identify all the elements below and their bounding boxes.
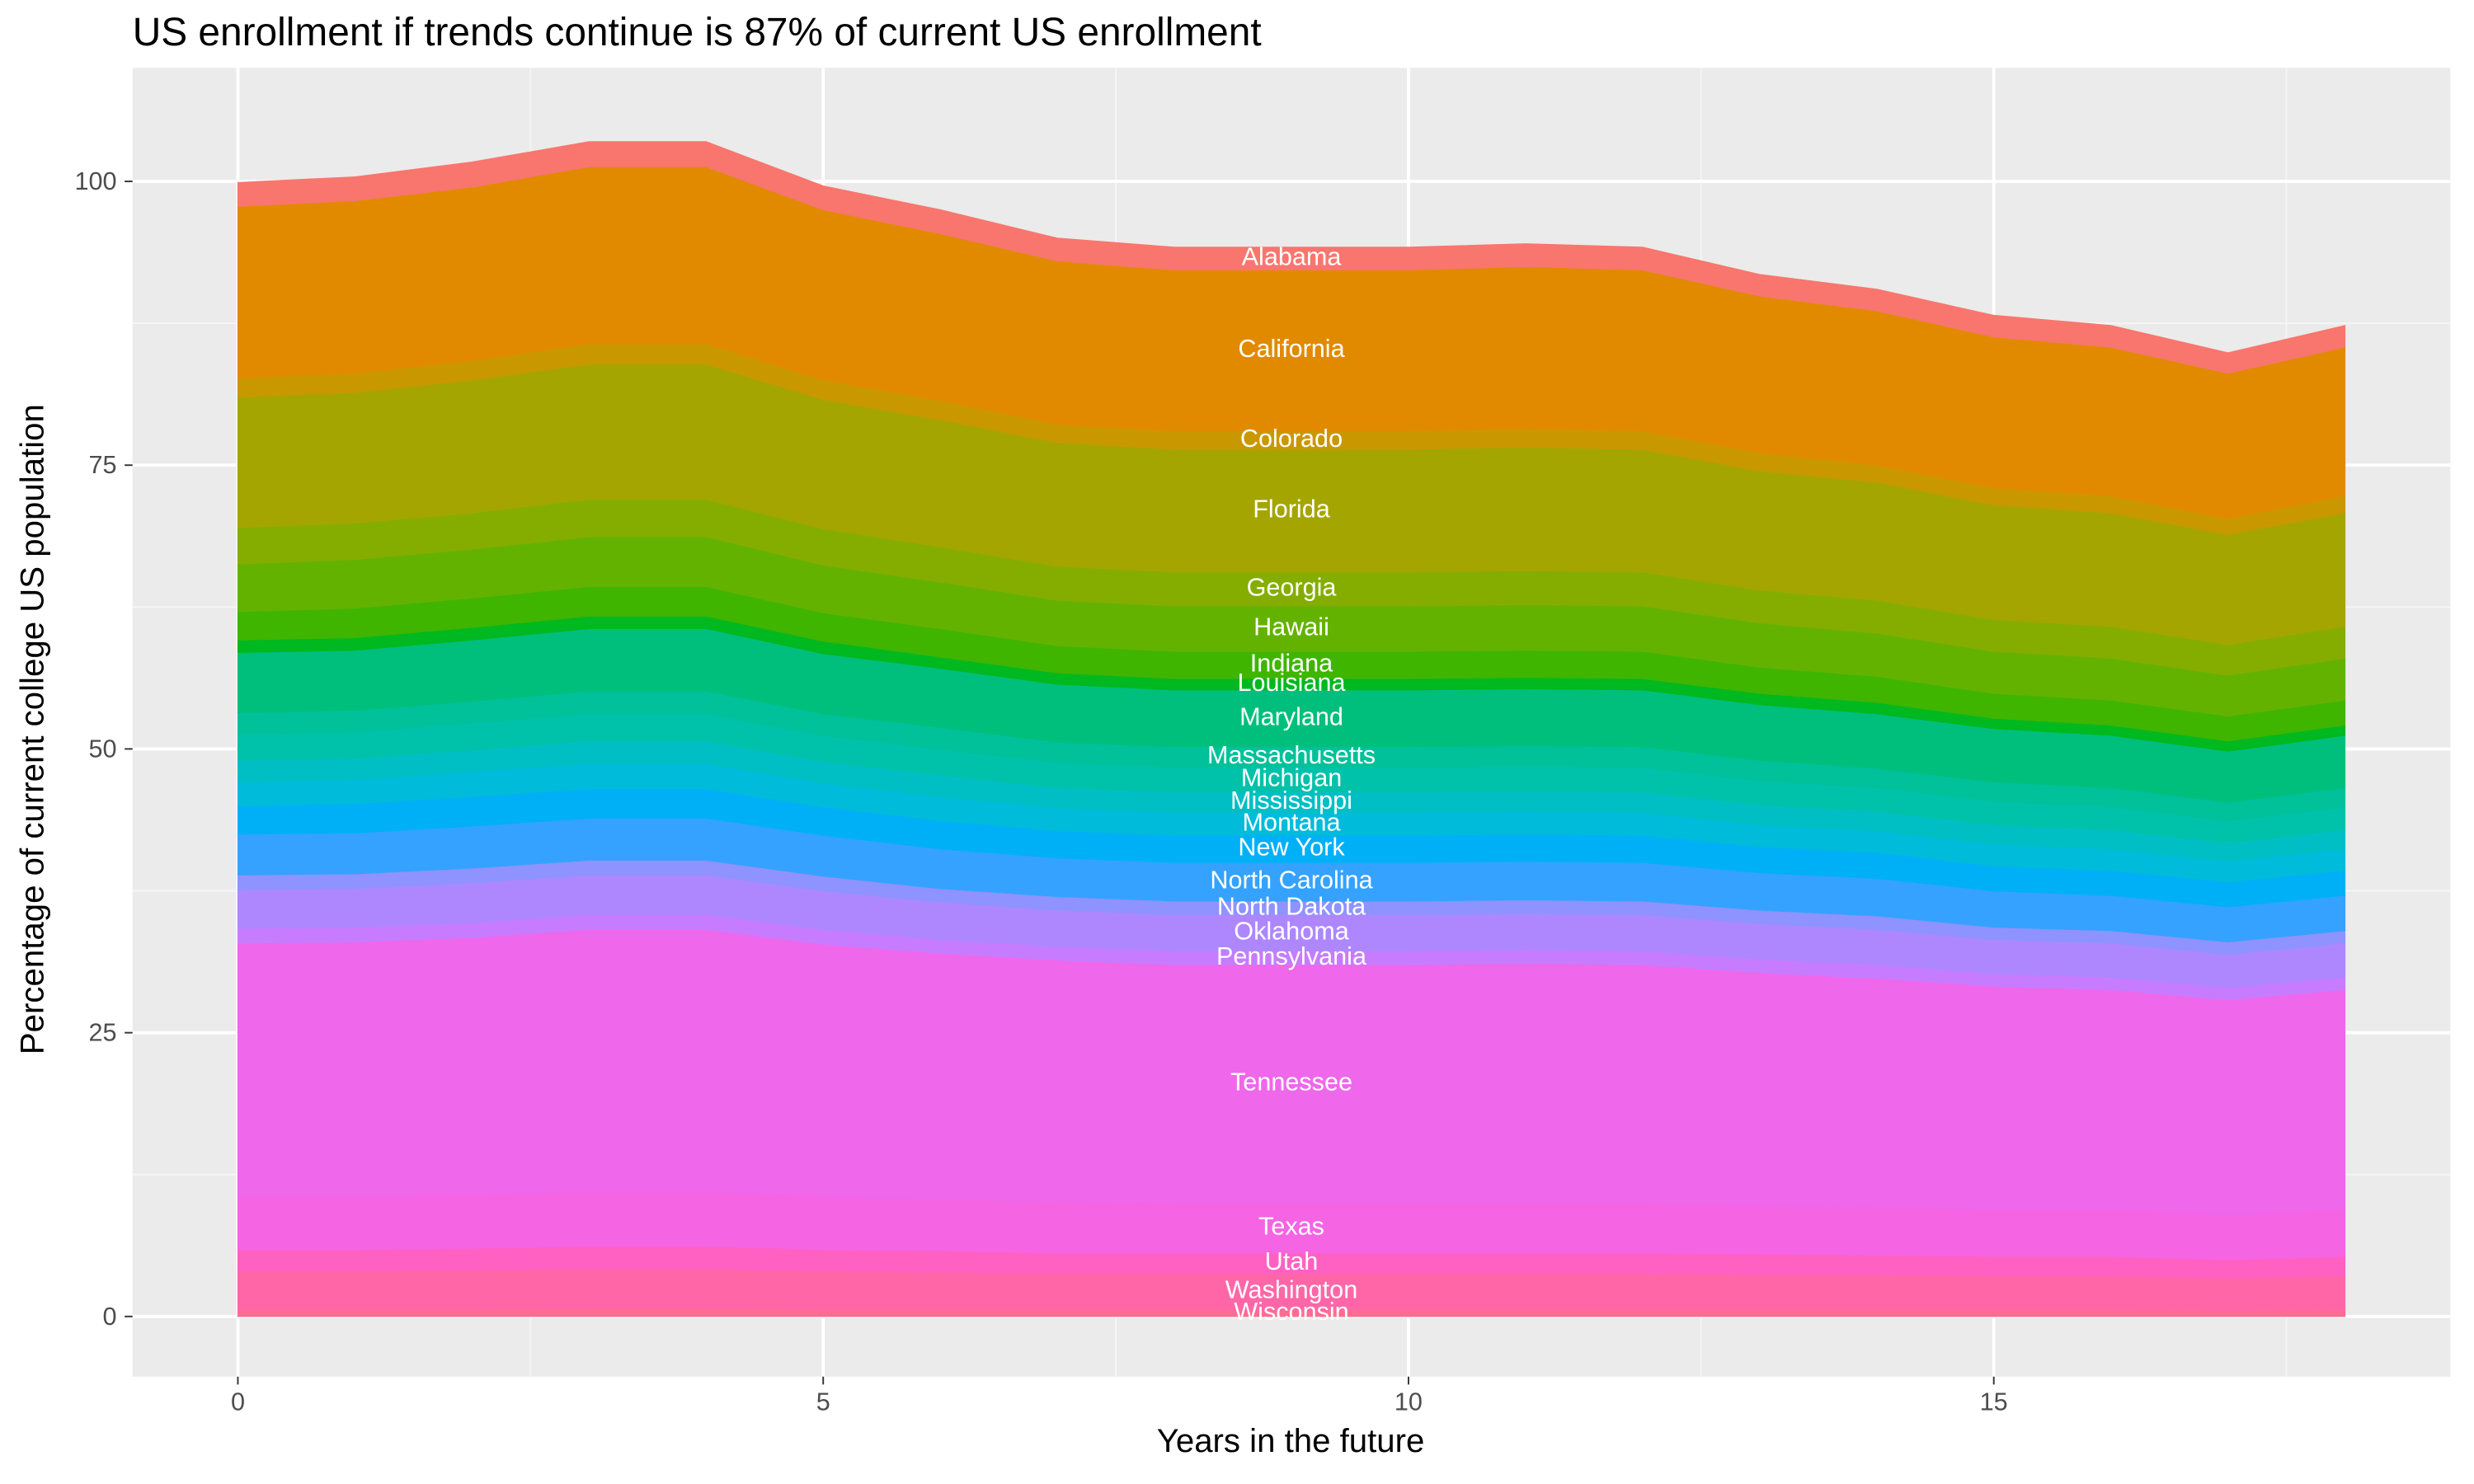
area-label: Georgia — [1247, 573, 1338, 601]
x-tick-label: 5 — [816, 1388, 830, 1416]
area-label: Tennessee — [1230, 1068, 1352, 1097]
area-label: Wisconsin — [1234, 1298, 1348, 1326]
y-tick-label: 75 — [89, 451, 117, 479]
area-label: Florida — [1253, 495, 1330, 523]
area-label: Mississippi — [1230, 787, 1352, 815]
axes: 0 5 10 15 0 25 50 75 100 — [75, 167, 2008, 1416]
y-tick-label: 25 — [89, 1019, 117, 1047]
area-label: Colorado — [1240, 425, 1343, 453]
x-tick-label: 0 — [231, 1388, 245, 1416]
y-tick-label: 0 — [103, 1303, 117, 1331]
area-label: Louisiana — [1238, 669, 1347, 697]
area-label: Massachusetts — [1207, 741, 1376, 769]
area-label: Washington — [1225, 1276, 1357, 1304]
area-label: Pennsylvania — [1216, 942, 1367, 970]
area-label: Michigan — [1241, 764, 1342, 792]
area-label: California — [1238, 335, 1345, 363]
area-label: Alabama — [1242, 243, 1343, 271]
area-label: North Dakota — [1217, 892, 1366, 920]
area-label: Hawaii — [1253, 613, 1329, 641]
area-label: Texas — [1258, 1213, 1324, 1241]
y-tick-label: 100 — [75, 167, 117, 195]
area-label: New York — [1238, 834, 1345, 862]
area-label: Utah — [1265, 1247, 1319, 1275]
x-axis-title: Years in the future — [1157, 1422, 1425, 1459]
area-label: Montana — [1242, 808, 1341, 836]
area-label: Maryland — [1239, 702, 1343, 730]
area-label: North Carolina — [1210, 866, 1373, 895]
y-axis-title: Percentage of current college US populat… — [14, 404, 51, 1054]
x-tick-label: 15 — [1980, 1388, 2008, 1416]
area-label: Oklahoma — [1234, 918, 1349, 946]
areas — [237, 141, 2346, 1317]
y-tick-label: 50 — [89, 735, 117, 763]
area — [237, 141, 2346, 374]
area-label: Indiana — [1250, 650, 1333, 678]
chart-title: US enrollment if trends continue is 87% … — [133, 11, 1262, 54]
x-tick-label: 10 — [1395, 1388, 1423, 1416]
